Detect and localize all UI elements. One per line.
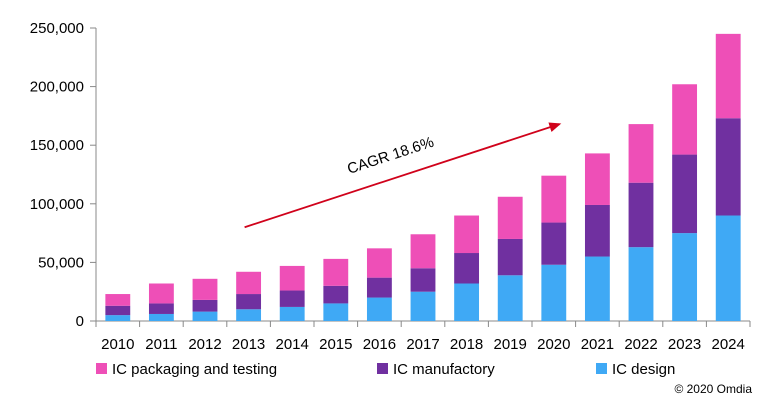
legend-swatch-ic-design — [596, 363, 607, 374]
legend-label-ic-manufactory: IC manufactory — [393, 361, 495, 378]
bar-ic-design-2011 — [148, 313, 174, 321]
bar-ic-design-2018 — [454, 283, 480, 321]
bar-ic-manufactory-2014 — [279, 290, 305, 307]
bar-ic-design-2013 — [236, 309, 262, 321]
x-tick-label: 2016 — [363, 336, 396, 353]
bar-ic-packaging-and-testing-2014 — [279, 265, 305, 291]
legend-label-ic-packaging-and-testing: IC packaging and testing — [112, 361, 277, 378]
x-tick-label: 2018 — [450, 336, 483, 353]
y-tick-label: 100,000 — [30, 196, 84, 213]
bar-ic-packaging-and-testing-2018 — [454, 215, 480, 254]
bar-ic-manufactory-2015 — [323, 285, 349, 304]
bar-ic-packaging-and-testing-2024 — [715, 33, 741, 119]
bar-ic-manufactory-2011 — [148, 303, 174, 314]
x-tick-label: 2023 — [668, 336, 701, 353]
bar-ic-design-2024 — [715, 215, 741, 321]
bar-ic-design-2010 — [105, 315, 131, 321]
legend: IC packaging and testing IC manufactory IC… — [96, 361, 675, 378]
bar-ic-packaging-and-testing-2017 — [410, 234, 436, 269]
bar-ic-design-2015 — [323, 303, 349, 321]
bar-ic-design-2017 — [410, 291, 436, 321]
bar-ic-design-2012 — [192, 311, 218, 321]
bar-ic-design-2016 — [366, 297, 392, 321]
y-tick-label: 250,000 — [30, 20, 84, 37]
bar-ic-packaging-and-testing-2013 — [236, 271, 262, 295]
bar-ic-packaging-and-testing-2012 — [192, 278, 218, 300]
bar-ic-packaging-and-testing-2023 — [672, 84, 698, 155]
copyright-text: © 2020 Omdia — [674, 382, 752, 396]
bar-ic-packaging-and-testing-2016 — [366, 248, 392, 278]
legend-label-ic-design: IC design — [612, 361, 675, 378]
y-tick-label: 150,000 — [30, 137, 84, 154]
bar-ic-manufactory-2012 — [192, 299, 218, 312]
cagr-arrow — [244, 122, 562, 229]
bar-ic-manufactory-2016 — [366, 277, 392, 298]
bar-ic-packaging-and-testing-2011 — [148, 283, 174, 304]
bar-ic-manufactory-2022 — [628, 182, 654, 248]
x-tick-label: 2022 — [624, 336, 657, 353]
x-tick-label: 2012 — [188, 336, 221, 353]
y-tick-label: 0 — [76, 313, 84, 330]
bar-ic-design-2022 — [628, 247, 654, 321]
y-tick-label: 200,000 — [30, 79, 84, 96]
bar-ic-packaging-and-testing-2010 — [105, 294, 131, 306]
bar-ic-manufactory-2013 — [236, 294, 262, 310]
bar-ic-design-2021 — [584, 256, 610, 321]
x-tick-label: 2013 — [232, 336, 265, 353]
bar-ic-packaging-and-testing-2022 — [628, 124, 654, 183]
x-tick-label: 2020 — [537, 336, 570, 353]
x-tick-label: 2010 — [101, 336, 134, 353]
x-tick-label: 2019 — [494, 336, 527, 353]
bar-ic-manufactory-2024 — [715, 118, 741, 216]
bar-ic-manufactory-2017 — [410, 268, 436, 292]
x-axis: 2010 2011 2012 2013 2014 2015 2016 2017 2018 2019… — [95, 320, 751, 353]
x-tick-label: 2021 — [581, 336, 614, 353]
x-tick-label: 2011 — [145, 336, 177, 353]
x-tick-label: 2017 — [406, 336, 439, 353]
bar-ic-manufactory-2023 — [672, 154, 698, 234]
bar-ic-design-2019 — [497, 275, 523, 321]
bar-ic-manufactory-2010 — [105, 305, 131, 316]
cagr-label: CAGR 18.6% — [345, 134, 436, 178]
bar-ic-design-2023 — [672, 233, 698, 321]
x-tick-label: 2014 — [276, 336, 309, 353]
y-axis: 0 50,000 100,000 150,000 200,000 250,000 — [30, 20, 97, 330]
x-tick-label: 2015 — [319, 336, 352, 353]
y-tick-label: 50,000 — [38, 254, 84, 271]
bar-ic-design-2020 — [541, 264, 567, 321]
bars-group — [105, 33, 741, 321]
bar-ic-manufactory-2018 — [454, 253, 480, 284]
bar-ic-design-2014 — [279, 306, 305, 321]
bar-ic-manufactory-2019 — [497, 238, 523, 276]
legend-swatch-ic-packaging-and-testing — [96, 363, 107, 374]
bar-ic-packaging-and-testing-2019 — [497, 196, 523, 239]
bar-ic-manufactory-2021 — [584, 204, 610, 257]
x-tick-label: 2024 — [712, 336, 745, 353]
bar-ic-manufactory-2020 — [541, 222, 567, 265]
legend-swatch-ic-manufactory — [377, 363, 388, 374]
bar-ic-packaging-and-testing-2015 — [323, 258, 349, 286]
bar-ic-packaging-and-testing-2021 — [584, 153, 610, 205]
bar-ic-packaging-and-testing-2020 — [541, 175, 567, 223]
